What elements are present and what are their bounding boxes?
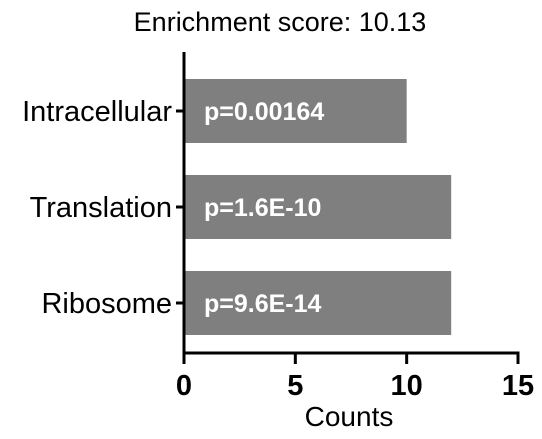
x-axis-label: Counts [305, 401, 394, 432]
x-tick-label: 0 [176, 370, 192, 402]
bar-ribosome [184, 271, 452, 335]
bar-value-label: p=1.6E-10 [204, 194, 321, 222]
chart-title: Enrichment score: 10.13 [134, 7, 427, 37]
x-tick-label: 15 [502, 370, 534, 402]
bar-intracellular [184, 79, 407, 143]
bar-translation [184, 175, 452, 239]
category-label: Intracellular [22, 96, 172, 128]
bar-value-label: p=0.00164 [204, 98, 324, 126]
x-tick-label: 10 [391, 370, 423, 402]
category-label: Translation [30, 192, 172, 224]
x-tick-label: 5 [287, 370, 303, 402]
plot-area: p=0.00164 Intracellular p=1.6E-10 Translati… [22, 52, 534, 402]
category-label: Ribosome [41, 288, 172, 320]
bar-value-label: p=9.6E-14 [204, 290, 322, 318]
